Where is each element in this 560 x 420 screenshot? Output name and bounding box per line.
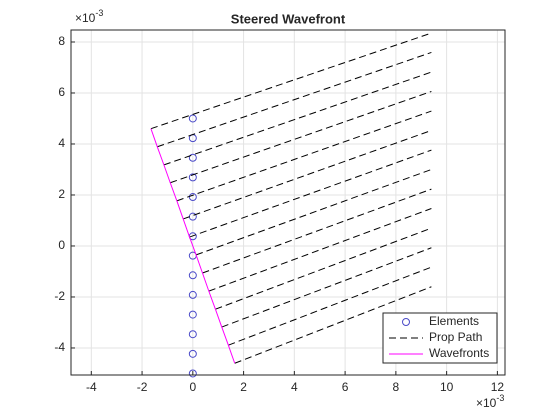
element-marker xyxy=(188,173,197,182)
element-marker xyxy=(188,349,197,358)
x-multiplier-base: ×10 xyxy=(476,396,497,410)
y-tick-label: -4 xyxy=(54,340,65,354)
element-marker xyxy=(188,271,197,280)
x-tick-label: 10 xyxy=(440,380,454,394)
x-tick-label: 6 xyxy=(342,380,349,394)
element-marker xyxy=(188,369,197,378)
element-marker xyxy=(188,114,197,123)
y-tick-label: 4 xyxy=(58,136,65,150)
legend-label: Elements xyxy=(429,314,479,328)
element-marker xyxy=(188,193,197,202)
legend-swatch xyxy=(402,318,410,326)
y-multiplier-base: ×10 xyxy=(75,11,96,25)
legend-label: Prop Path xyxy=(429,330,482,344)
element-marker xyxy=(188,310,197,319)
series-line xyxy=(150,128,236,364)
series-line xyxy=(150,32,432,364)
element-marker xyxy=(188,290,197,299)
element-marker xyxy=(188,330,197,339)
x-tick-label: 4 xyxy=(291,380,298,394)
x-tick-label: 0 xyxy=(189,380,196,394)
x-multiplier: ×10-3 xyxy=(476,393,504,410)
x-tick-label: 2 xyxy=(240,380,247,394)
chart-title: Steered Wavefront xyxy=(231,11,346,26)
y-tick-label: 8 xyxy=(58,34,65,48)
legend-label: Wavefronts xyxy=(429,346,489,360)
element-marker xyxy=(188,153,197,162)
y-tick-label: 0 xyxy=(58,238,65,252)
y-multiplier-power: -3 xyxy=(95,8,103,18)
x-multiplier-power: -3 xyxy=(496,393,504,403)
y-tick-label: -2 xyxy=(54,289,65,303)
x-tick-label: 12 xyxy=(491,380,505,394)
x-tick-label: 8 xyxy=(393,380,400,394)
x-tick-label: -2 xyxy=(137,380,148,394)
x-tick-label: -4 xyxy=(86,380,97,394)
y-tick-label: 6 xyxy=(58,85,65,99)
y-multiplier: ×10-3 xyxy=(75,8,103,25)
y-tick-label: 2 xyxy=(58,187,65,201)
axes-box xyxy=(70,29,506,376)
